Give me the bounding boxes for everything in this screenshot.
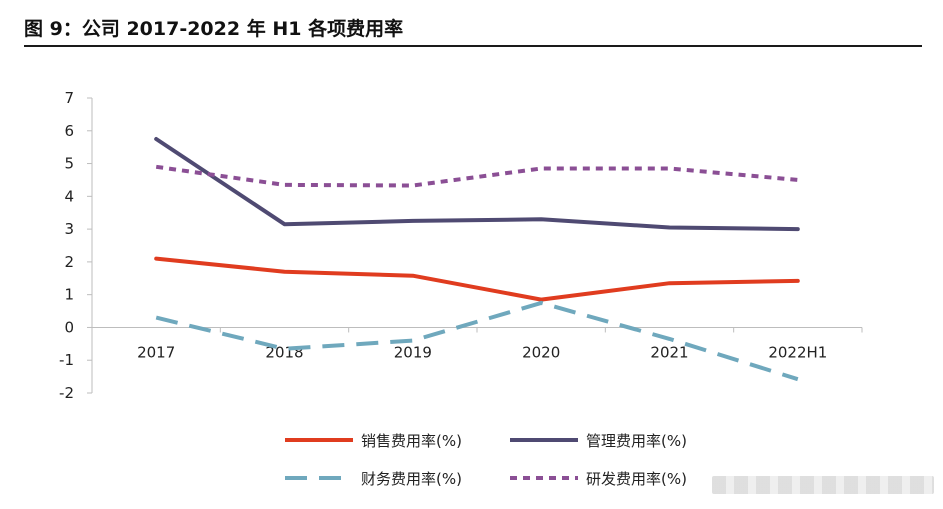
watermark-blur xyxy=(712,476,934,494)
legend-label-2: 管理费用率(%) xyxy=(586,432,687,450)
series-line-4 xyxy=(155,164,798,188)
y-tick-label: 2 xyxy=(64,253,74,271)
x-tick-label: 2021 xyxy=(650,343,688,361)
x-tick-label: 2017 xyxy=(137,343,175,361)
legend-label-3: 财务费用率(%) xyxy=(361,470,462,488)
chart-title: 图 9：公司 2017-2022 年 H1 各项费用率 xyxy=(24,18,404,40)
x-tick-label: 2022H1 xyxy=(768,343,827,361)
y-tick-label: 5 xyxy=(64,155,74,173)
legend-label-4: 研发费用率(%) xyxy=(586,470,687,488)
series-line-3 xyxy=(155,300,799,382)
series-line-1 xyxy=(154,256,800,302)
legend-label-1: 销售费用率(%) xyxy=(361,432,462,450)
y-tick-label: -2 xyxy=(59,384,74,402)
x-tick-label: 2020 xyxy=(522,343,560,361)
y-tick-label: 1 xyxy=(64,286,74,304)
x-tick-label: 2019 xyxy=(394,343,432,361)
y-tick-label: -1 xyxy=(59,351,74,369)
series-line-2 xyxy=(154,137,800,232)
title-underline xyxy=(24,45,922,47)
y-tick-label: 6 xyxy=(64,122,74,140)
y-tick-label: 7 xyxy=(64,89,74,107)
y-tick-label: 4 xyxy=(64,187,74,205)
y-tick-label: 0 xyxy=(64,318,74,336)
y-tick-label: 3 xyxy=(64,220,74,238)
